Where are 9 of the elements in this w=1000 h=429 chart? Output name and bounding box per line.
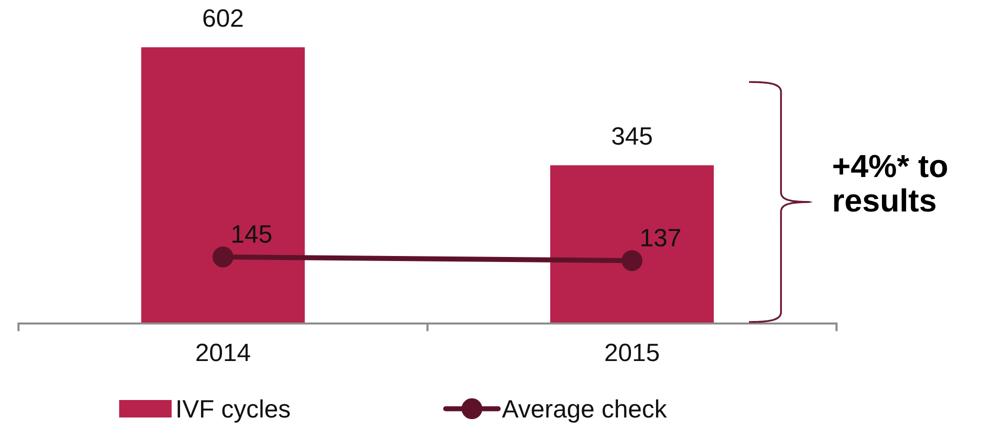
- x-tick-label: 2014: [196, 344, 250, 362]
- data-label: 345: [612, 127, 652, 145]
- annotation: +4%* to results: [833, 154, 948, 212]
- data-label: 145: [232, 225, 272, 243]
- data-label: 137: [642, 228, 680, 247]
- data-label: 602: [203, 9, 243, 27]
- x-tick-label: 2015: [605, 344, 659, 362]
- legend-label: IVF cycles: [178, 399, 290, 423]
- legend-label: Average check: [502, 399, 667, 423]
